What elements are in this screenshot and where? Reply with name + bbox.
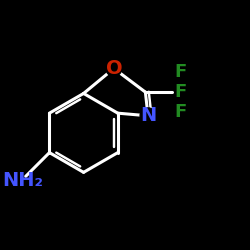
Text: F: F	[174, 103, 186, 121]
Text: NH₂: NH₂	[2, 171, 43, 190]
Circle shape	[140, 108, 156, 124]
Text: F: F	[174, 83, 186, 101]
Text: F: F	[174, 64, 186, 82]
Text: O: O	[106, 59, 122, 78]
Text: N: N	[140, 106, 156, 125]
Circle shape	[106, 60, 122, 76]
